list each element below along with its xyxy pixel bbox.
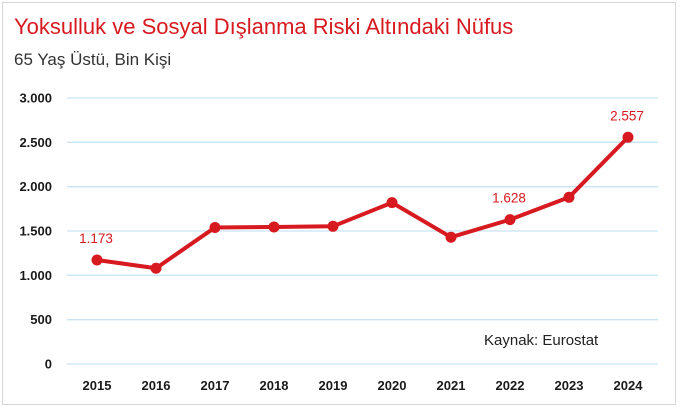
y-tick-label: 1.500	[19, 224, 52, 239]
data-point	[386, 197, 398, 209]
chart-frame	[2, 2, 676, 405]
data-point	[622, 131, 634, 143]
series-line	[95, 135, 630, 271]
data-point	[91, 254, 103, 266]
x-tick-label: 2024	[614, 378, 644, 393]
y-tick-label: 500	[30, 312, 52, 327]
x-tick-label: 2018	[260, 378, 289, 393]
data-labels: 1.173 1.628 2.557	[79, 108, 644, 246]
x-axis-ticks: 2015 2016 2017 2018 2019 2020 2021 2022 2023 2024	[83, 378, 644, 393]
x-tick-label: 2017	[201, 378, 230, 393]
gridlines	[67, 97, 658, 365]
y-tick-label: 0	[45, 357, 52, 372]
x-tick-label: 2019	[319, 378, 348, 393]
y-tick-label: 1.000	[19, 268, 52, 283]
data-label: 2.557	[610, 108, 644, 123]
data-point	[563, 191, 575, 203]
data-point	[209, 221, 221, 233]
x-tick-label: 2016	[142, 378, 171, 393]
series-line-group	[95, 135, 630, 271]
data-point	[268, 221, 280, 233]
y-tick-label: 2.000	[19, 179, 52, 194]
x-tick-label: 2015	[83, 378, 112, 393]
x-tick-label: 2023	[555, 378, 584, 393]
data-label: 1.628	[492, 191, 526, 206]
data-label: 1.173	[79, 231, 113, 246]
data-point	[504, 214, 516, 226]
y-tick-label: 2.500	[19, 135, 52, 150]
chart-title: Yoksulluk ve Sosyal Dışlanma Riski Altın…	[14, 14, 514, 39]
chart-subtitle: 65 Yaş Üstü, Bin Kişi	[14, 50, 172, 69]
x-tick-label: 2020	[378, 378, 407, 393]
series-points	[91, 131, 634, 274]
x-tick-label: 2021	[437, 378, 466, 393]
data-point	[327, 220, 339, 232]
data-point	[150, 262, 162, 274]
y-tick-label: 3.000	[19, 91, 52, 106]
x-tick-label: 2022	[496, 378, 525, 393]
source-note: Kaynak: Eurostat	[484, 332, 599, 349]
data-point	[445, 231, 457, 243]
y-axis-ticks: 0 500 1.000 1.500 2.000 2.500 3.000	[19, 91, 52, 372]
